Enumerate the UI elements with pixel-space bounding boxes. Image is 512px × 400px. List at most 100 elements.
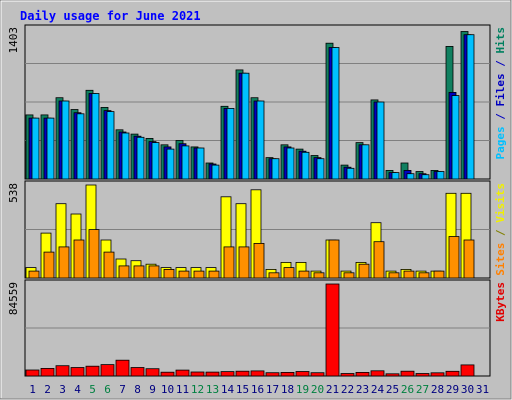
bar-pages-1 — [31, 117, 40, 180]
bar-kbytes-20 — [310, 372, 325, 377]
x-tick-label: 25 — [386, 383, 399, 396]
x-tick-label: 31 — [476, 383, 489, 396]
bar-kbytes-19 — [295, 371, 310, 377]
bar-sites-19 — [298, 270, 310, 279]
x-tick-label: 6 — [104, 383, 111, 396]
legend-part: Visits — [494, 183, 507, 223]
y-max-label: 1403 — [7, 27, 20, 54]
bar-pages-22 — [346, 167, 355, 180]
bar-sites-25 — [388, 272, 400, 279]
bar-kbytes-29 — [445, 370, 460, 377]
x-tick-label: 12 — [191, 383, 204, 396]
x-tick-label: 13 — [206, 383, 219, 396]
bar-sites-17 — [268, 272, 280, 279]
bar-pages-28 — [436, 171, 445, 180]
bar-kbytes-13 — [205, 371, 220, 377]
x-tick-label: 19 — [296, 383, 309, 396]
bar-kbytes-6 — [100, 364, 115, 377]
bar-pages-4 — [76, 113, 85, 180]
bar-pages-18 — [286, 147, 295, 180]
bar-kbytes-9 — [145, 368, 160, 377]
x-tick-label: 23 — [356, 383, 369, 396]
x-tick-label: 9 — [149, 383, 156, 396]
legend-part: KBytes — [494, 282, 507, 322]
bar-kbytes-17 — [265, 372, 280, 377]
bar-sites-30 — [463, 239, 475, 279]
x-tick-label: 30 — [461, 383, 474, 396]
bar-sites-11 — [178, 270, 190, 279]
x-tick-label: 16 — [251, 383, 264, 396]
y-max-label: 538 — [7, 183, 20, 203]
side-legend: Sites / Visits — [494, 183, 507, 276]
bar-kbytes-3 — [55, 365, 70, 377]
side-legend: KBytes — [494, 282, 507, 322]
bar-pages-9 — [151, 142, 160, 180]
bar-sites-7 — [118, 265, 130, 279]
x-tick-label: 17 — [266, 383, 279, 396]
x-tick-label: 5 — [89, 383, 96, 396]
bar-sites-24 — [373, 241, 385, 279]
x-tick-label: 4 — [74, 383, 81, 396]
bar-kbytes-5 — [85, 365, 100, 377]
bar-sites-21 — [328, 239, 340, 279]
x-tick-label: 18 — [281, 383, 294, 396]
bar-kbytes-12 — [190, 371, 205, 377]
series-sites — [28, 229, 475, 279]
bar-sites-26 — [403, 270, 415, 279]
bar-kbytes-10 — [160, 371, 175, 377]
bar-kbytes-14 — [220, 371, 235, 377]
bar-kbytes-23 — [355, 371, 370, 377]
panel-pages-files-hits: 1403 Pages / Files / Hits — [7, 24, 507, 180]
bar-sites-4 — [73, 239, 85, 279]
y-max-label: 84559 — [7, 282, 20, 315]
bar-sites-8 — [133, 265, 145, 279]
bar-pages-26 — [406, 173, 415, 180]
legend-part: / — [494, 54, 507, 74]
x-tick-label: 7 — [119, 383, 126, 396]
bar-sites-29 — [448, 236, 460, 279]
bar-pages-5 — [91, 93, 100, 180]
bar-pages-20 — [316, 158, 325, 180]
legend-part: Files — [494, 73, 507, 106]
bar-pages-10 — [166, 148, 175, 180]
bar-kbytes-8 — [130, 367, 145, 377]
bar-kbytes-22 — [340, 373, 355, 377]
x-tick-label: 22 — [341, 383, 354, 396]
x-tick-label: 28 — [431, 383, 444, 396]
bar-pages-24 — [376, 101, 385, 180]
bar-kbytes-27 — [415, 373, 430, 377]
bar-sites-5 — [88, 229, 100, 279]
x-tick-label: 8 — [134, 383, 141, 396]
bar-kbytes-4 — [70, 367, 85, 377]
x-tick-label: 20 — [311, 383, 324, 396]
bar-sites-10 — [163, 268, 175, 279]
bar-sites-12 — [193, 270, 205, 279]
bar-kbytes-30 — [460, 364, 475, 377]
bar-sites-22 — [343, 272, 355, 279]
legend-part: Pages — [494, 126, 507, 159]
panel-kbytes: 84559 KBytes — [7, 279, 507, 377]
bar-pages-13 — [211, 164, 220, 180]
bar-sites-20 — [313, 272, 325, 279]
bar-sites-14 — [223, 246, 235, 279]
x-tick-label: 2 — [44, 383, 51, 396]
bar-pages-27 — [421, 174, 430, 180]
x-tick-label: 24 — [371, 383, 385, 396]
x-tick-label: 1 — [29, 383, 36, 396]
chart-panels: 1403 Pages / Files / Hits 538 Sites / Visit… — [7, 24, 507, 377]
bar-kbytes-21 — [325, 283, 340, 377]
series-pages — [31, 34, 475, 180]
x-axis-labels: 1 2 3 4 5 6 7 8 9 10 11 12 13 14 15 16 17 18 19 20 21 22 23 24 2… — [29, 383, 489, 396]
bar-kbytes-11 — [175, 369, 190, 377]
bar-pages-30 — [466, 34, 475, 180]
chart-title: Daily usage for June 2021 — [20, 9, 201, 23]
bar-sites-13 — [208, 270, 220, 279]
bar-pages-8 — [136, 136, 145, 180]
x-tick-label: 10 — [161, 383, 174, 396]
bar-pages-14 — [226, 108, 235, 180]
bar-pages-7 — [121, 132, 130, 180]
bar-kbytes-1 — [25, 369, 40, 377]
bar-sites-27 — [418, 272, 430, 279]
bar-sites-3 — [58, 246, 70, 279]
